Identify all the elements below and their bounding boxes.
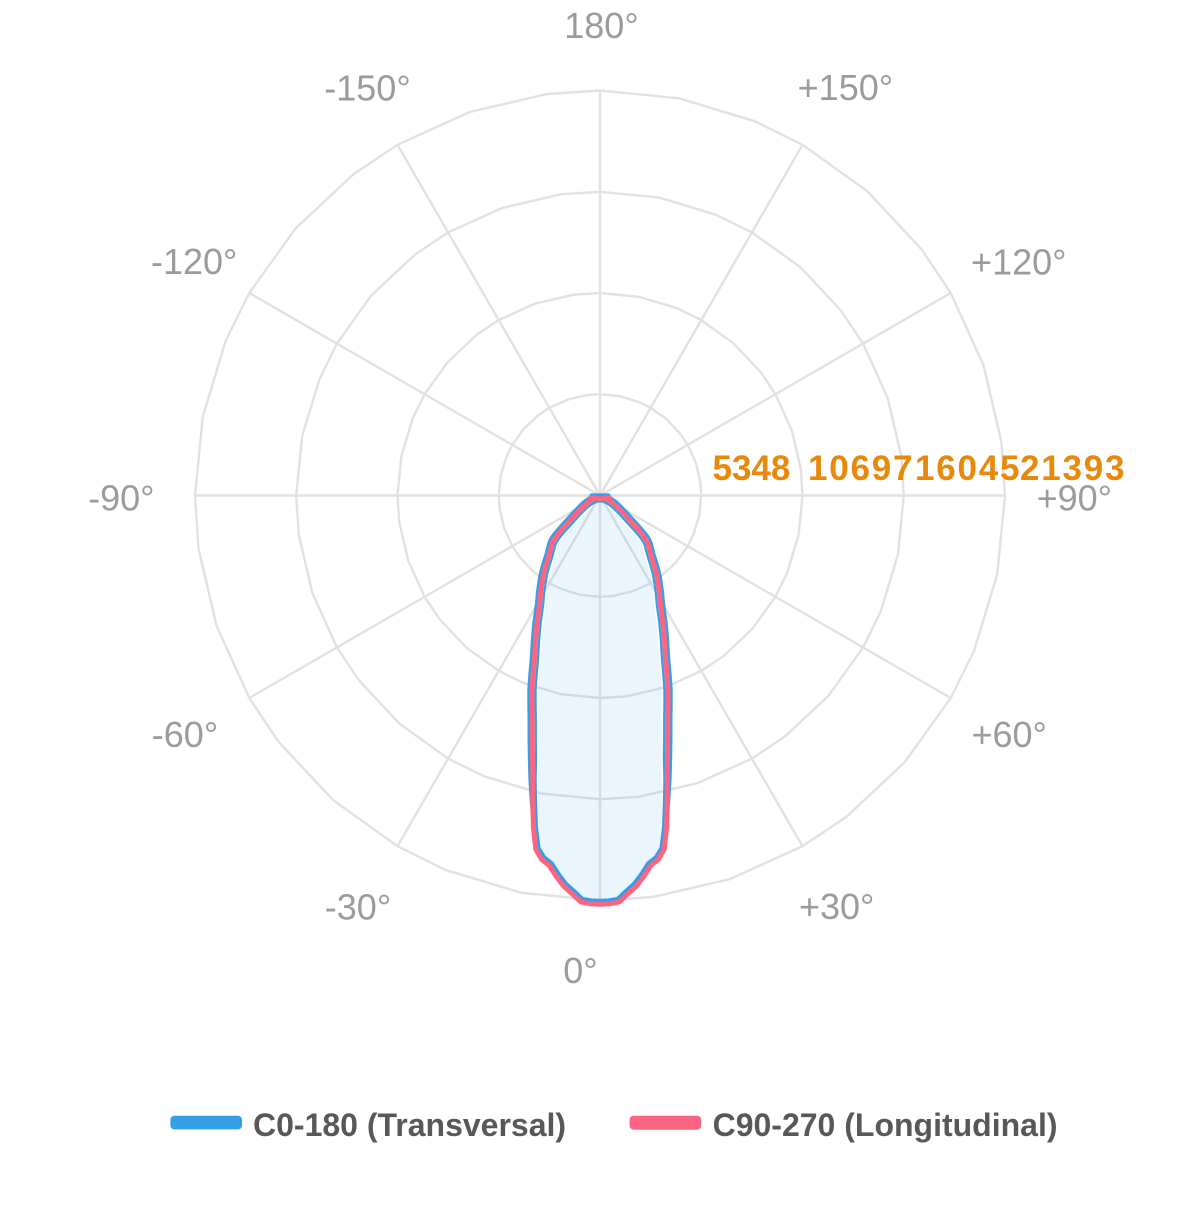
svg-text:5348: 5348 bbox=[713, 449, 791, 488]
svg-text:10697: 10697 bbox=[808, 449, 914, 488]
svg-text:16045: 16045 bbox=[915, 449, 1021, 488]
svg-text:-30°: -30° bbox=[325, 886, 391, 927]
svg-text:+30°: +30° bbox=[799, 886, 874, 927]
svg-text:+120°: +120° bbox=[971, 241, 1066, 282]
svg-text:C0-180 (Transversal): C0-180 (Transversal) bbox=[253, 1107, 566, 1143]
svg-text:180°: 180° bbox=[564, 5, 638, 46]
svg-text:-120°: -120° bbox=[151, 241, 237, 282]
svg-text:+90°: +90° bbox=[1037, 477, 1112, 518]
svg-text:-90°: -90° bbox=[88, 478, 154, 519]
svg-text:+60°: +60° bbox=[971, 714, 1046, 755]
svg-text:C90-270 (Longitudinal): C90-270 (Longitudinal) bbox=[713, 1107, 1058, 1143]
svg-text:21393: 21393 bbox=[1020, 449, 1126, 488]
svg-text:-150°: -150° bbox=[324, 68, 410, 109]
svg-text:-60°: -60° bbox=[152, 714, 218, 755]
svg-text:0°: 0° bbox=[563, 950, 597, 991]
svg-text:+150°: +150° bbox=[798, 67, 893, 108]
